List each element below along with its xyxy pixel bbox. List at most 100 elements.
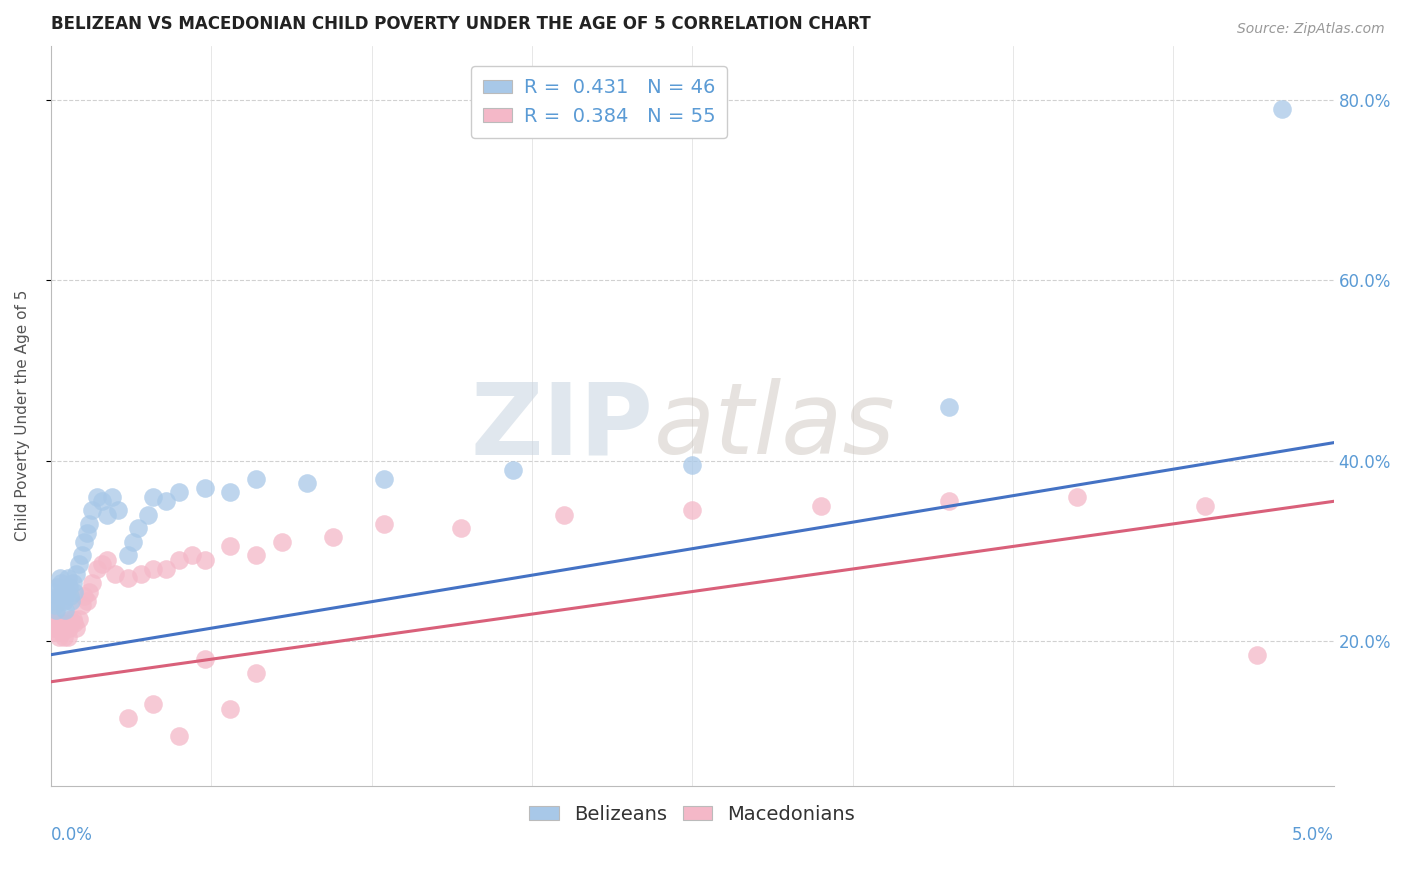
Point bbox=[73, 589, 96, 603]
Point bbox=[181, 549, 204, 563]
Point bbox=[63, 616, 86, 631]
Point bbox=[1194, 499, 1216, 513]
Point bbox=[63, 584, 86, 599]
Point bbox=[46, 580, 69, 594]
Point bbox=[45, 607, 67, 621]
Point bbox=[938, 400, 960, 414]
Point bbox=[101, 490, 124, 504]
Point bbox=[60, 616, 83, 631]
Point bbox=[938, 494, 960, 508]
Text: 5.0%: 5.0% bbox=[1292, 826, 1334, 844]
Point bbox=[219, 540, 242, 554]
Point bbox=[142, 490, 165, 504]
Point bbox=[142, 562, 165, 576]
Point bbox=[55, 584, 77, 599]
Point bbox=[297, 476, 319, 491]
Point bbox=[49, 571, 72, 585]
Point bbox=[127, 521, 149, 535]
Point bbox=[49, 621, 72, 635]
Point bbox=[55, 616, 77, 631]
Point bbox=[136, 508, 159, 522]
Point bbox=[58, 621, 80, 635]
Point bbox=[76, 525, 98, 540]
Point bbox=[142, 698, 165, 712]
Point bbox=[42, 584, 65, 599]
Point bbox=[79, 516, 101, 531]
Text: BELIZEAN VS MACEDONIAN CHILD POVERTY UNDER THE AGE OF 5 CORRELATION CHART: BELIZEAN VS MACEDONIAN CHILD POVERTY UND… bbox=[51, 15, 870, 33]
Point bbox=[58, 580, 80, 594]
Point bbox=[73, 535, 96, 549]
Point bbox=[1271, 102, 1294, 116]
Point bbox=[52, 630, 75, 644]
Point bbox=[51, 589, 73, 603]
Point bbox=[322, 530, 344, 544]
Point bbox=[51, 625, 73, 640]
Point bbox=[96, 508, 118, 522]
Point bbox=[91, 494, 114, 508]
Point bbox=[219, 702, 242, 716]
Point bbox=[41, 621, 63, 635]
Point bbox=[1246, 648, 1268, 662]
Point bbox=[48, 589, 70, 603]
Point bbox=[80, 503, 103, 517]
Point bbox=[59, 589, 82, 603]
Point bbox=[48, 630, 70, 644]
Point bbox=[194, 481, 217, 495]
Y-axis label: Child Poverty Under the Age of 5: Child Poverty Under the Age of 5 bbox=[15, 290, 30, 541]
Point bbox=[44, 598, 66, 612]
Point bbox=[245, 549, 267, 563]
Point bbox=[129, 566, 152, 581]
Point bbox=[67, 612, 90, 626]
Point bbox=[59, 612, 82, 626]
Point bbox=[96, 553, 118, 567]
Point bbox=[49, 616, 72, 631]
Point bbox=[86, 562, 108, 576]
Point bbox=[41, 593, 63, 607]
Point bbox=[76, 593, 98, 607]
Point bbox=[117, 711, 139, 725]
Point bbox=[167, 485, 190, 500]
Point bbox=[681, 503, 703, 517]
Point bbox=[52, 593, 75, 607]
Point bbox=[42, 616, 65, 631]
Point bbox=[117, 571, 139, 585]
Point bbox=[373, 472, 395, 486]
Point bbox=[194, 553, 217, 567]
Point bbox=[46, 621, 69, 635]
Point bbox=[373, 516, 395, 531]
Point bbox=[1066, 490, 1088, 504]
Text: 0.0%: 0.0% bbox=[51, 826, 93, 844]
Point bbox=[117, 549, 139, 563]
Point bbox=[245, 472, 267, 486]
Point bbox=[80, 575, 103, 590]
Point bbox=[45, 602, 67, 616]
Point bbox=[245, 665, 267, 680]
Text: atlas: atlas bbox=[654, 378, 896, 475]
Point bbox=[155, 494, 177, 508]
Point bbox=[56, 630, 79, 644]
Point bbox=[91, 558, 114, 572]
Point bbox=[62, 612, 84, 626]
Point bbox=[681, 458, 703, 473]
Point bbox=[65, 566, 87, 581]
Point bbox=[122, 535, 145, 549]
Point bbox=[167, 553, 190, 567]
Point bbox=[70, 549, 93, 563]
Point bbox=[502, 463, 524, 477]
Point bbox=[56, 571, 79, 585]
Point bbox=[70, 598, 93, 612]
Point bbox=[86, 490, 108, 504]
Point bbox=[167, 729, 190, 743]
Point bbox=[79, 584, 101, 599]
Legend: Belizeans, Macedonians: Belizeans, Macedonians bbox=[522, 797, 863, 831]
Point bbox=[194, 652, 217, 666]
Point bbox=[553, 508, 575, 522]
Text: Source: ZipAtlas.com: Source: ZipAtlas.com bbox=[1237, 22, 1385, 37]
Text: ZIP: ZIP bbox=[471, 378, 654, 475]
Point bbox=[270, 535, 292, 549]
Point bbox=[107, 503, 129, 517]
Point bbox=[155, 562, 177, 576]
Point bbox=[60, 593, 83, 607]
Point bbox=[53, 602, 76, 616]
Point bbox=[44, 625, 66, 640]
